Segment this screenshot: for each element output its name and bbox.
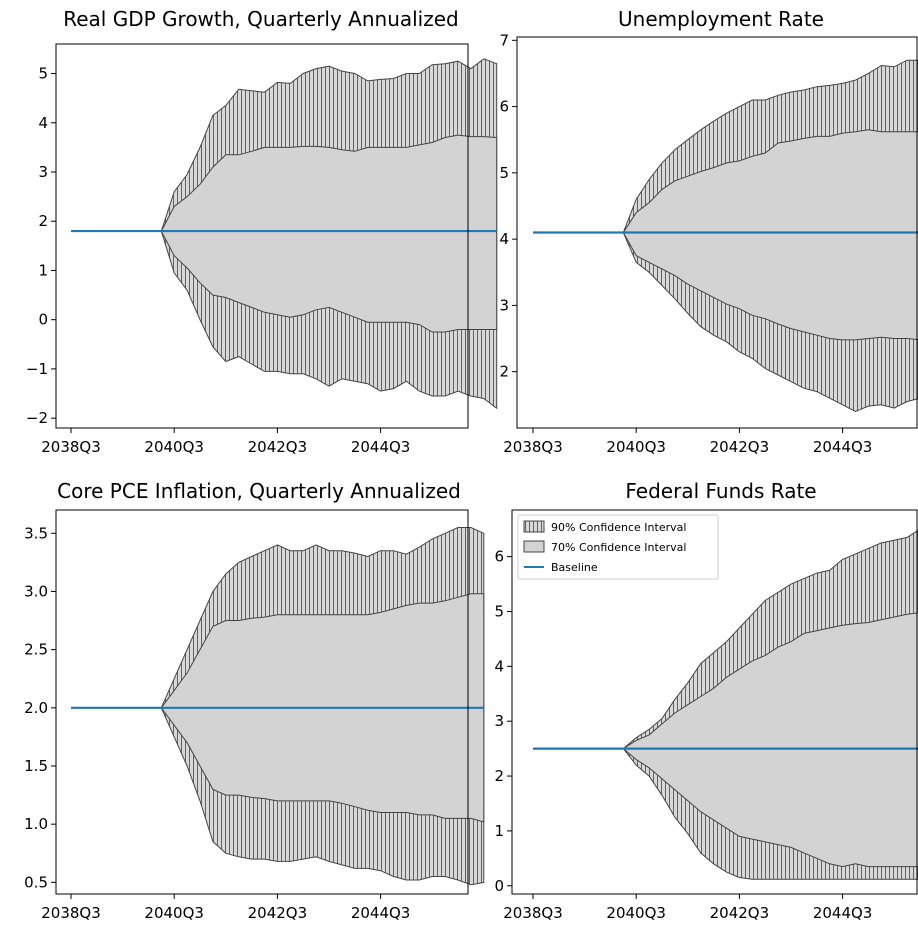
legend-label-baseline: Baseline xyxy=(551,561,598,574)
x-tick-label: 2044Q3 xyxy=(813,438,873,456)
x-tick-label: 2038Q3 xyxy=(41,438,101,456)
y-tick-label: 3 xyxy=(38,163,48,181)
y-tick-label: 3 xyxy=(499,296,509,314)
x-tick-label: 2044Q3 xyxy=(351,904,411,922)
legend-label-90: 90% Confidence Interval xyxy=(551,521,686,534)
band-70-confidence xyxy=(533,612,918,868)
plot-frame xyxy=(55,509,469,895)
x-axis: 2038Q3 2040Q3 2042Q3 2044Q3 xyxy=(41,428,410,456)
x-tick-label: 2042Q3 xyxy=(710,438,770,456)
legend-label-70: 70% Confidence Interval xyxy=(551,541,686,554)
x-tick-label: 2038Q3 xyxy=(41,904,101,922)
y-tick-label: 3.0 xyxy=(24,582,48,600)
y-tick-label: 0 xyxy=(38,311,48,329)
x-tick-label: 2040Q3 xyxy=(144,438,204,456)
y-tick-label: 4 xyxy=(38,114,48,132)
y-tick-label: 6 xyxy=(494,548,504,566)
x-axis: 2038Q3 2040Q3 2042Q3 2044Q3 xyxy=(503,894,872,922)
y-tick-label: 1 xyxy=(494,822,504,840)
legend-swatch-hatched xyxy=(523,520,545,533)
legend: 90% Confidence Interval 70% Confidence I… xyxy=(517,514,719,580)
y-tick-label: 5 xyxy=(494,602,504,620)
chart-title: Core PCE Inflation, Quarterly Annualized xyxy=(57,479,461,503)
plot-frame xyxy=(55,43,469,429)
y-axis: −2 −1 0 1 2 3 4 5 xyxy=(26,65,56,427)
x-tick-label: 2040Q3 xyxy=(606,438,666,456)
plot-frame xyxy=(511,509,918,895)
x-tick-label: 2038Q3 xyxy=(503,438,563,456)
x-tick-label: 2040Q3 xyxy=(606,904,666,922)
y-tick-label: 4 xyxy=(494,657,504,675)
y-axis: 0.5 1.0 1.5 2.0 2.5 3.0 3.5 xyxy=(24,524,56,891)
chart-title: Real GDP Growth, Quarterly Annualized xyxy=(63,7,459,31)
y-tick-label: 0 xyxy=(494,877,504,895)
x-tick-label: 2042Q3 xyxy=(710,904,770,922)
x-tick-label: 2038Q3 xyxy=(503,904,563,922)
y-tick-label: 1.5 xyxy=(24,757,48,775)
y-tick-label: 2.5 xyxy=(24,641,48,659)
y-tick-label: 7 xyxy=(499,31,509,49)
y-tick-label: 2 xyxy=(494,767,504,785)
y-tick-label: 2 xyxy=(499,363,509,381)
y-tick-label: 0.5 xyxy=(24,873,48,891)
y-tick-label: 5 xyxy=(499,164,509,182)
x-axis: 2038Q3 2040Q3 2042Q3 2044Q3 xyxy=(503,428,872,456)
x-tick-label: 2044Q3 xyxy=(351,438,411,456)
x-axis: 2038Q3 2040Q3 2042Q3 2044Q3 xyxy=(41,894,410,922)
bands xyxy=(71,527,485,886)
x-tick-label: 2040Q3 xyxy=(144,904,204,922)
y-tick-label: 1.0 xyxy=(24,815,48,833)
y-tick-label: 6 xyxy=(499,98,509,116)
chart-title: Unemployment Rate xyxy=(618,7,824,31)
y-tick-label: 1 xyxy=(38,261,48,279)
x-tick-label: 2042Q3 xyxy=(248,438,308,456)
panel-core-pce-inflation: Core PCE Inflation, Quarterly Annualized… xyxy=(24,479,485,922)
y-tick-label: 2.0 xyxy=(24,699,48,717)
y-axis: 0 1 2 3 4 5 6 xyxy=(494,548,512,895)
panel-gdp-growth: Real GDP Growth, Quarterly Annualized −2… xyxy=(26,7,498,456)
x-tick-label: 2044Q3 xyxy=(813,904,873,922)
y-tick-label: −2 xyxy=(26,409,48,427)
bands xyxy=(533,529,918,880)
bands xyxy=(533,59,918,412)
y-tick-label: 3 xyxy=(494,712,504,730)
x-tick-label: 2042Q3 xyxy=(248,904,308,922)
y-tick-label: 3.5 xyxy=(24,524,48,542)
y-tick-label: 4 xyxy=(499,230,509,248)
band-70-confidence xyxy=(533,129,918,341)
y-tick-label: 2 xyxy=(38,212,48,230)
legend-swatch-solid xyxy=(523,540,545,553)
plot-frame xyxy=(516,36,918,429)
chart-title: Federal Funds Rate xyxy=(625,479,816,503)
legend-box xyxy=(517,514,719,580)
y-tick-label: 5 xyxy=(38,65,48,83)
panel-unemployment-rate: Unemployment Rate 2 3 4 5 6 7 2038Q3 2040Q3 204… xyxy=(499,7,918,456)
bands xyxy=(71,58,498,410)
y-axis: 2 3 4 5 6 7 xyxy=(499,31,517,381)
y-tick-label: −1 xyxy=(26,360,48,378)
band-70-confidence xyxy=(71,134,498,333)
